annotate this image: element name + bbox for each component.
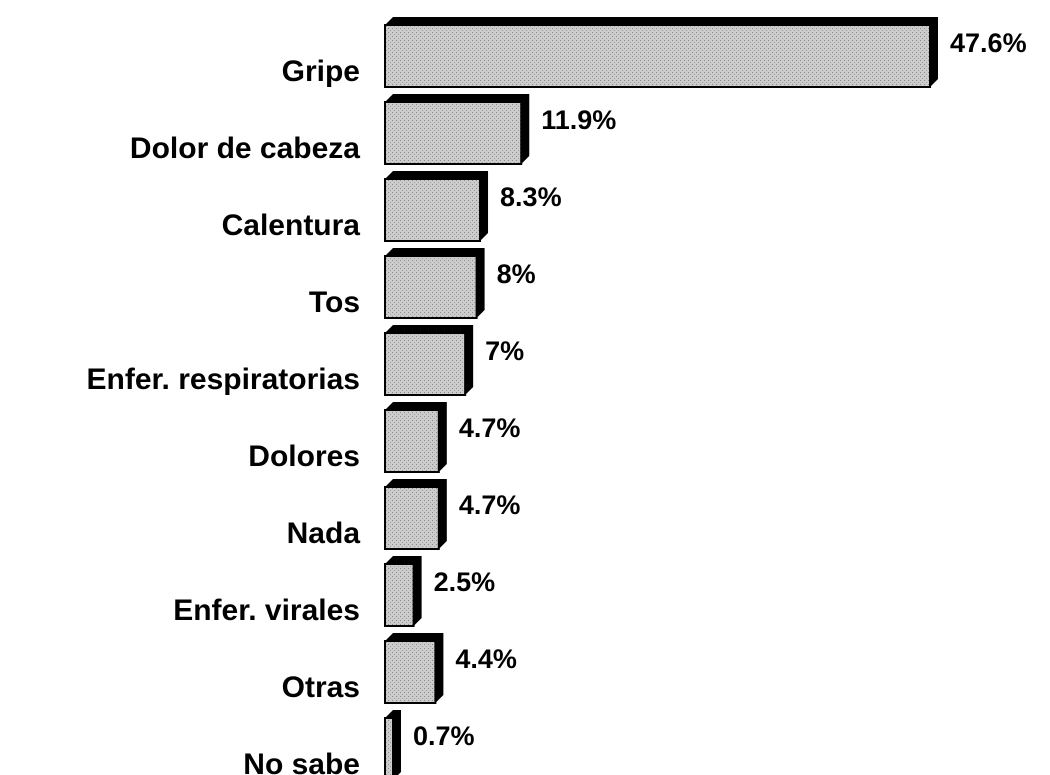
value-label: 47.6% (950, 28, 1027, 58)
category-label: Calentura (222, 209, 361, 242)
bar-face (384, 409, 440, 473)
value-label: 8% (497, 259, 536, 289)
category-label: Tos (309, 286, 360, 319)
bar-face (384, 24, 932, 88)
value-label: 11.9% (541, 105, 616, 135)
category-label: Gripe (282, 55, 360, 88)
bar (384, 248, 485, 319)
bar-face (384, 332, 467, 396)
bar (384, 94, 530, 165)
bar-face (384, 717, 395, 775)
value-label: 7% (485, 336, 524, 366)
bar (384, 325, 474, 396)
value-label: 0.7% (413, 721, 475, 751)
category-label: No sabe (243, 748, 360, 775)
bar-face (384, 486, 440, 550)
bar (384, 17, 939, 88)
value-label: 8.3% (500, 182, 562, 212)
bar-face (384, 178, 482, 242)
bar-face (384, 563, 415, 627)
category-label: Nada (287, 517, 361, 550)
bar (384, 479, 447, 550)
bar (384, 556, 422, 627)
category-label: Enfer. virales (173, 594, 360, 627)
bar (384, 710, 402, 775)
value-label: 4.7% (459, 413, 521, 443)
bar-face (384, 101, 523, 165)
category-label: Dolor de cabeza (130, 132, 360, 165)
value-label: 2.5% (434, 567, 496, 597)
value-label: 4.7% (459, 490, 521, 520)
bar (384, 402, 447, 473)
bar (384, 633, 444, 704)
value-label: 4.4% (455, 644, 517, 674)
bar-face (384, 640, 437, 704)
category-label: Dolores (248, 440, 360, 473)
category-label: Otras (282, 671, 360, 704)
bar (384, 171, 489, 242)
bar-face (384, 255, 478, 319)
category-label: Enfer. respiratorias (87, 363, 360, 396)
bar-depth (385, 710, 402, 775)
